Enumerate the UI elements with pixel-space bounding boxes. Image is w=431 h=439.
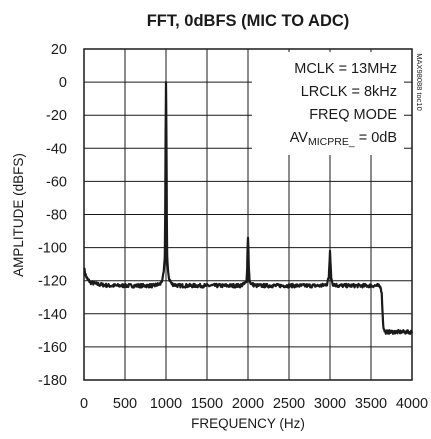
- y-tick-label: -180: [38, 373, 67, 389]
- x-tick-label: 1500: [191, 396, 223, 412]
- x-tick-labels: 0 500 1000 1500 2000 2500 3000 3500 4000: [80, 396, 428, 412]
- plot-frame: [83, 48, 413, 381]
- y-tick-label: -120: [38, 274, 67, 290]
- y-tick-label: 20: [51, 42, 67, 58]
- y-tick-label: -80: [46, 208, 67, 224]
- x-tick-label: 2500: [273, 396, 305, 412]
- x-axis-label: FREQUENCY (Hz): [191, 416, 305, 431]
- x-tick-label: 0: [80, 396, 88, 412]
- y-tick-labels: 20 0 -20 -40 -60 -80 -100 -120 -140 -160 -180: [38, 42, 67, 389]
- fft-trace: [83, 80, 414, 335]
- chart-title: FFT, 0dBFS (MIC TO ADC): [147, 12, 350, 30]
- y-axis-label: AMPLITUDE (dBFS): [11, 153, 26, 277]
- x-tick-label: 1000: [150, 396, 182, 412]
- x-tick-label: 4000: [396, 396, 428, 412]
- annotation-mclk: MCLK = 13MHz: [294, 61, 397, 77]
- y-tick-label: -20: [46, 108, 67, 124]
- annotation-box: [252, 52, 404, 155]
- y-tick-label: 0: [59, 75, 67, 91]
- y-tick-label: -140: [38, 307, 67, 323]
- x-tick-label: 3000: [314, 396, 346, 412]
- y-tick-label: -40: [46, 141, 67, 157]
- y-tick-label: -160: [38, 340, 67, 356]
- side-label: MAX98088 toc10: [415, 53, 424, 111]
- y-tick-label: -100: [38, 241, 67, 257]
- annotation-mode: FREQ MODE: [309, 107, 397, 123]
- annotation-lrclk: LRCLK = 8kHz: [301, 84, 397, 100]
- y-tick-label: -60: [46, 174, 67, 190]
- x-tick-label: 500: [113, 396, 137, 412]
- annotation-gain: AVMICPRE_ = 0dB: [290, 130, 397, 148]
- x-tick-label: 2000: [232, 396, 264, 412]
- x-tick-label: 3500: [355, 396, 387, 412]
